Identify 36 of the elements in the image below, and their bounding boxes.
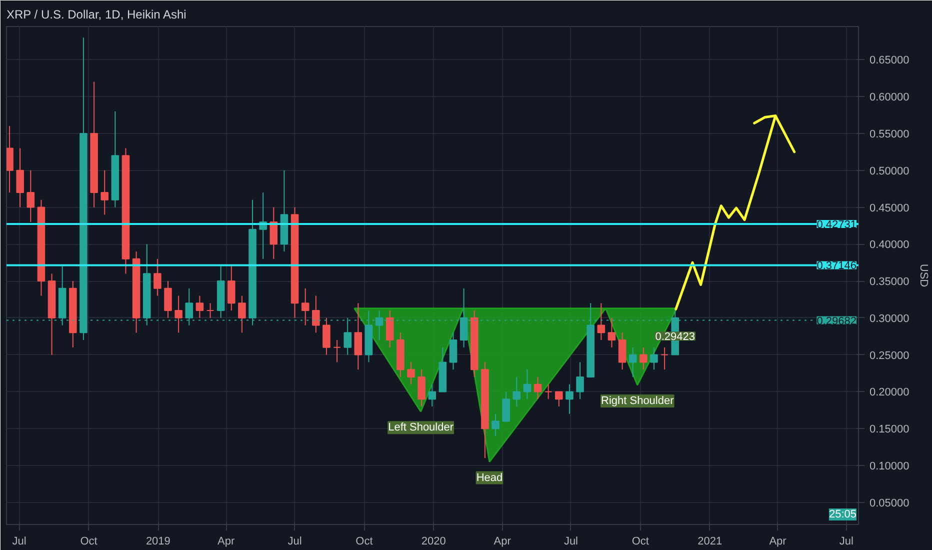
x-tick-label: Jul	[288, 536, 302, 548]
x-tick-label: Apr	[769, 536, 787, 548]
y-tick-label: 0.60000	[870, 92, 910, 104]
y-tick-label: 0.10000	[870, 460, 910, 472]
x-tick-label: Jul	[839, 536, 854, 548]
y-tick-label: 0.20000	[870, 386, 910, 399]
x-tick-label: Oct	[80, 536, 98, 548]
x-tick-label: Oct	[356, 536, 373, 548]
y-tick-label: 0.45000	[870, 202, 910, 214]
x-tick-label: Oct	[632, 536, 649, 548]
y-tick-label: 0.35000	[870, 276, 910, 288]
annotation: Left Shoulder	[388, 422, 454, 434]
annotation: Head	[476, 472, 503, 484]
y-tick-label: 0.15000	[870, 424, 910, 436]
annotation: Right Shoulder	[601, 395, 674, 408]
x-tick-label: Apr	[494, 536, 512, 548]
x-tick-label: 2020	[421, 536, 446, 548]
y-tick-label: 0.55000	[870, 128, 910, 140]
y-tick-label: 0.40000	[870, 239, 910, 252]
x-tick-label: Apr	[218, 536, 235, 548]
ref-line-label: 0.37146	[816, 260, 857, 272]
y-tick-label: 0.65000	[870, 54, 910, 67]
ref-line-label: 0.29682	[816, 315, 857, 328]
y-axis-title: USD	[917, 264, 930, 288]
x-tick-label: 2019	[146, 536, 170, 548]
x-tick-label: Jul	[12, 536, 26, 548]
x-tick-label: 2021	[698, 536, 722, 548]
y-tick-label: 0.25000	[870, 350, 910, 362]
x-tick-label: Jul	[564, 536, 578, 548]
y-tick-label: 0.50000	[870, 165, 910, 178]
y-tick-label: 0.30000	[870, 312, 910, 325]
annotation: 0.29423	[655, 331, 696, 344]
annotation: 25:05	[828, 508, 857, 520]
y-tick-label: 0.05000	[870, 497, 910, 510]
ref-line-label: 0.42731	[816, 218, 857, 231]
chart-title: XRP / U.S. Dollar, 1D, Heikin Ashi	[6, 8, 186, 22]
